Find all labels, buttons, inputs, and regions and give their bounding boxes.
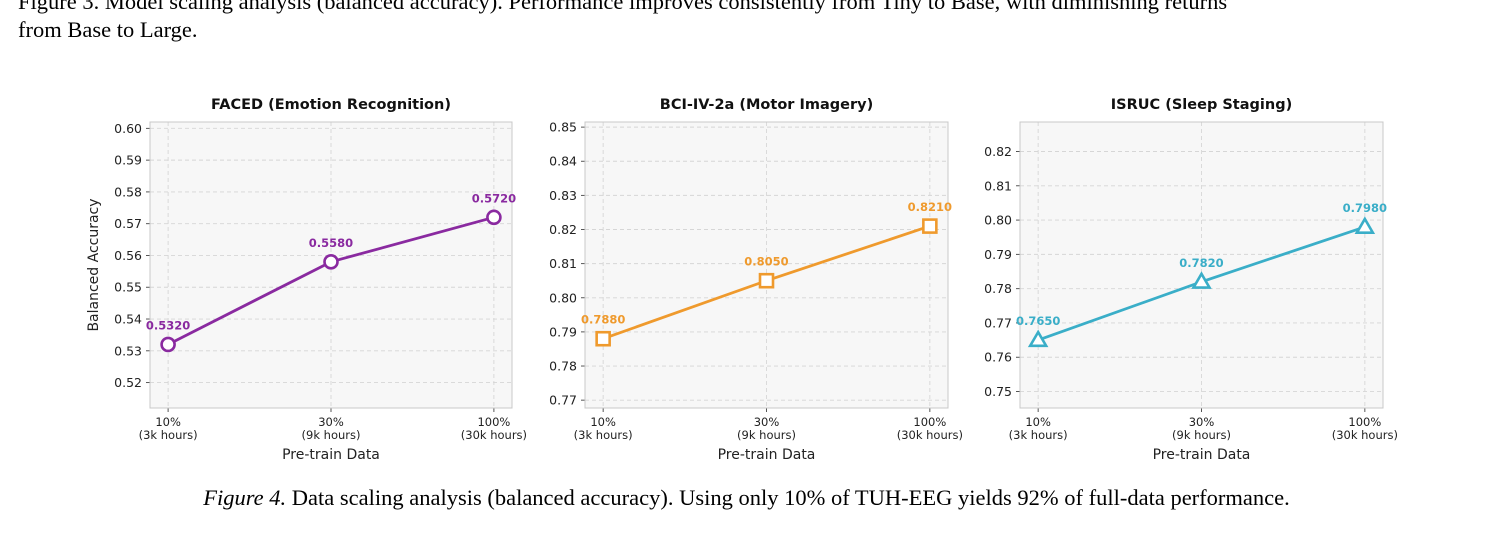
figure-caption: Figure 4. Data scaling analysis (balance… xyxy=(0,484,1493,512)
y-tick-label: 0.81 xyxy=(984,178,1012,193)
y-tick-label: 0.53 xyxy=(114,343,142,358)
plot-frame xyxy=(149,121,513,409)
x-tick-label: 10% (3k hours) xyxy=(1009,415,1068,442)
data-label: 0.7650 xyxy=(1016,314,1060,328)
data-label: 0.8050 xyxy=(744,255,788,269)
x-tick-label: 100% (30k hours) xyxy=(897,415,963,442)
y-tick-label: 0.58 xyxy=(114,184,142,199)
data-label: 0.5720 xyxy=(472,191,516,205)
y-tick-label: 0.80 xyxy=(984,213,1012,228)
y-tick-label: 0.78 xyxy=(549,359,577,374)
y-tick-label: 0.83 xyxy=(549,188,577,203)
y-tick-label: 0.82 xyxy=(984,144,1012,159)
y-tick-label: 0.76 xyxy=(984,350,1012,365)
y-tick-label: 0.77 xyxy=(984,315,1012,330)
chart-title: BCI-IV-2a (Motor Imagery) xyxy=(660,97,873,113)
y-tick-label: 0.77 xyxy=(549,393,577,408)
data-label: 0.5320 xyxy=(146,318,190,332)
data-point xyxy=(1027,329,1049,348)
data-point xyxy=(323,254,339,270)
x-tick-label: 10% (3k hours) xyxy=(574,415,633,442)
figure-caption-label: Figure 4. xyxy=(203,485,287,510)
y-tick-label: 0.79 xyxy=(549,324,577,339)
y-tick-label: 0.85 xyxy=(549,120,577,135)
data-label: 0.7820 xyxy=(1179,256,1223,270)
y-tick-label: 0.55 xyxy=(114,280,142,295)
data-point xyxy=(922,218,938,234)
data-label: 0.5580 xyxy=(309,236,353,250)
y-tick-label: 0.60 xyxy=(114,121,142,136)
chart-panel-2: 0.77 0.78 0.79 0.80 0.81 0.82 0.83 0.84 0.85 10%(… xyxy=(549,97,963,463)
data-point xyxy=(486,209,502,226)
x-tick-label: 30% (9k hours) xyxy=(302,415,361,442)
x-axis-label: Pre-train Data xyxy=(1153,447,1251,463)
y-tick-label: 0.54 xyxy=(114,312,142,327)
x-tick-label: 100% (30k hours) xyxy=(461,415,527,442)
x-tick-label: 100% (30k hours) xyxy=(1332,415,1398,442)
x-tick-label: 30% (9k hours) xyxy=(1172,415,1231,442)
x-axis-label: Pre-train Data xyxy=(282,447,380,463)
data-label: 0.7980 xyxy=(1343,201,1387,215)
x-axis-label: Pre-train Data xyxy=(718,447,816,463)
chart-panel-1: 0.52 0.53 0.54 0.55 0.56 0.57 0.58 0.59 0.60 10%(… xyxy=(86,97,527,463)
data-point xyxy=(758,272,775,289)
y-tick-label: 0.56 xyxy=(114,248,142,263)
chart-title: ISRUC (Sleep Staging) xyxy=(1111,97,1292,113)
y-tick-label: 0.80 xyxy=(549,290,577,305)
y-tick-label: 0.82 xyxy=(549,222,577,237)
figure-caption-text: Data scaling analysis (balanced accuracy… xyxy=(291,485,1290,510)
data-point xyxy=(595,330,611,347)
data-label: 0.7880 xyxy=(581,313,625,327)
y-axis-label: Balanced Accuracy xyxy=(86,198,102,331)
y-tick-label: 0.75 xyxy=(984,384,1012,399)
data-label: 0.8210 xyxy=(908,200,952,214)
previous-caption-line-1: Figure 3. Model scaling analysis (balanc… xyxy=(18,0,1228,14)
y-tick-label: 0.52 xyxy=(114,375,142,390)
y-tick-label: 0.79 xyxy=(984,247,1012,262)
data-point xyxy=(1354,216,1376,234)
data-point xyxy=(160,336,176,353)
y-tick-label: 0.57 xyxy=(114,216,142,231)
previous-caption-line-2: from Base to Large. xyxy=(18,17,198,42)
y-tick-label: 0.84 xyxy=(549,154,577,169)
plot-frame xyxy=(584,121,949,409)
data-point xyxy=(1191,271,1212,289)
x-tick-label: 30% (9k hours) xyxy=(737,415,796,442)
y-tick-label: 0.78 xyxy=(984,281,1012,296)
chart-title: FACED (Emotion Recognition) xyxy=(211,97,451,113)
x-tick-label: 10% (3k hours) xyxy=(139,415,198,442)
chart-panel-3: 0.75 0.76 0.77 0.78 0.79 0.80 0.81 0.82 10% (3k h… xyxy=(984,97,1398,463)
y-tick-label: 0.59 xyxy=(114,153,142,168)
previous-figure-caption: Figure 3. Model scaling analysis (balanc… xyxy=(18,0,1488,44)
y-tick-label: 0.81 xyxy=(549,256,577,271)
data-scaling-figure: 0.52 0.53 0.54 0.55 0.56 0.57 0.58 0.59 0.60 10%(… xyxy=(86,97,1398,463)
plot-frame xyxy=(1019,121,1384,409)
